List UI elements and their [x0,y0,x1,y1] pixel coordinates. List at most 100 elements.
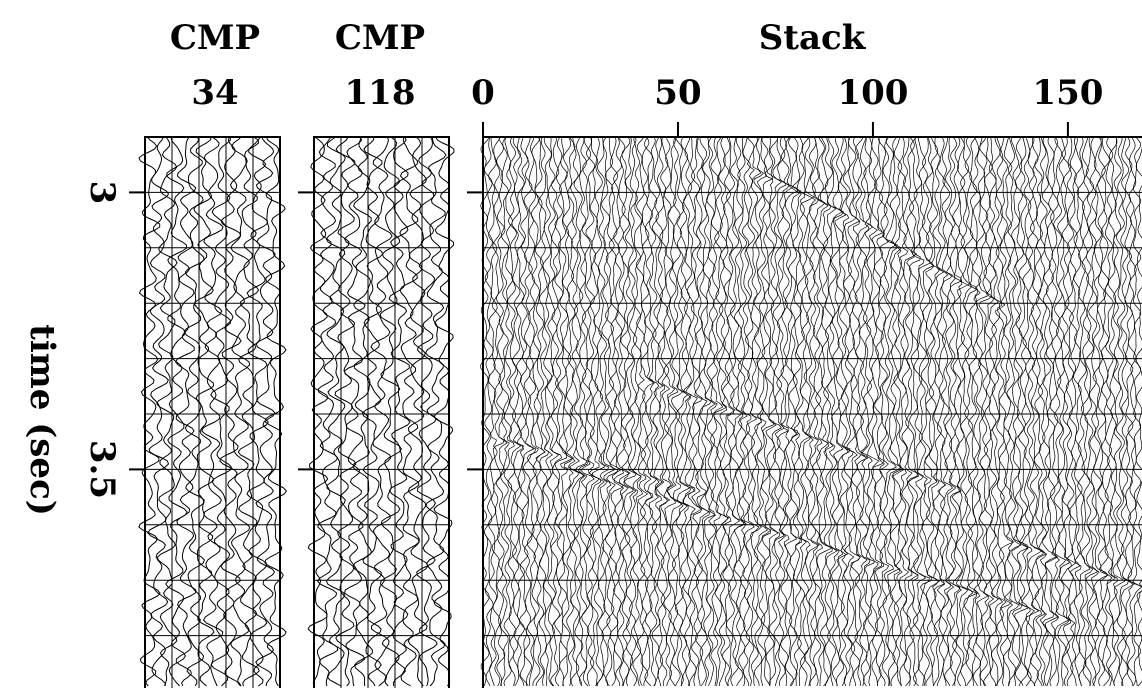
trace-wiggle [407,136,429,687]
trace-wiggle [604,137,622,687]
trace-wiggle [983,137,995,687]
trace-wiggle [361,136,384,687]
trace-wiggle [325,136,346,687]
trace-wiggle [710,136,724,687]
trace-wiggle [639,136,654,687]
trace-wiggle [550,136,562,687]
trace-wiggle [892,136,904,687]
trace-wiggle [516,136,525,687]
trace-wiggle [1006,136,1022,686]
trace-wiggle [1096,137,1109,687]
trace-wiggle [919,136,934,687]
trace-wiggle [905,136,919,687]
trace-wiggle [784,136,799,687]
trace-wiggle [538,136,550,687]
trace-wiggle [1112,136,1126,687]
panel-frame [482,136,1142,688]
trace-wiggle [718,136,729,687]
trace-wiggle [966,136,979,687]
trace-wiggle [388,136,411,687]
trace-wiggle [858,136,874,687]
trace-wiggle [616,136,631,687]
traces [138,136,1142,687]
trace-wiggle [823,136,838,687]
trace-wiggle [588,136,602,687]
trace-wiggle [352,136,373,687]
trace-wiggle [760,136,775,687]
trace-wiggle [628,136,642,687]
trace-wiggle [796,136,811,687]
trace-wiggle [1107,136,1118,687]
x-tick-label: 50 [654,73,701,113]
trace-wiggle [530,136,546,687]
trace-wiggle [721,136,736,687]
trace-wiggle [827,136,843,687]
trace-wiggle [808,136,819,687]
panel-title: CMP [170,18,260,58]
trace-wiggle [842,136,857,687]
trace-wiggle [580,136,595,687]
trace-wiggle [644,136,658,687]
trace-wiggle [526,136,539,687]
trace-wiggle [1030,136,1044,687]
trace-wiggle [1025,136,1043,687]
trace-wiggle [237,136,260,687]
trace-wiggle [803,136,821,687]
panel-title: CMP [335,18,425,58]
trace-wiggle [924,136,941,687]
trace-wiggle [1021,136,1035,687]
trace-wiggle [1045,136,1059,687]
trace-wiggle [495,136,508,687]
trace-wiggle [791,136,803,686]
trace-wiggle [940,136,954,686]
trace-wiggle [1120,136,1136,687]
trace-wiggle [878,136,890,687]
trace-wiggle [889,136,903,687]
y-axis-label: time (sec) [22,324,62,516]
trace-wiggle [737,136,748,687]
trace-wiggle [613,136,625,687]
trace-wiggle [768,136,783,687]
trace-wiggle [600,136,615,687]
trace-wiggle [608,136,624,687]
trace-wiggle [780,136,793,687]
trace-wiggle [565,136,580,687]
trace-wiggle [523,136,537,687]
trace-wiggle [733,136,747,687]
trace-wiggle [632,136,643,687]
trace-wiggle [741,136,755,687]
trace-wiggle [682,136,696,687]
trace-wiggle [963,136,979,687]
trace-wiggle [1065,136,1076,687]
trace-wiggle [651,136,664,687]
trace-wiggle [1049,136,1060,687]
trace-wiggle [690,136,703,687]
trace-wiggle [569,136,585,687]
trace-wiggle [1068,136,1081,687]
trace-wiggle [518,136,534,687]
trace-wiggle [674,136,691,687]
trace-wiggle [561,136,574,687]
trace-wiggle [156,136,178,687]
trace-wiggle [998,136,1015,687]
trace-wiggle [834,136,851,687]
trace-wiggle [978,136,993,687]
trace-wiggle [928,136,941,687]
trace-wiggle [183,136,205,687]
y-tick-label: 3.5 [82,440,122,499]
trace-wiggle [483,136,494,687]
trace-wiggle [912,136,927,687]
trace-wiggle [554,136,568,687]
trace-wiggle [487,136,498,687]
trace-wiggle [255,136,276,687]
trace-wiggle [500,136,510,687]
trace-wiggle [819,136,833,687]
trace-wiggle [573,136,588,687]
trace-wiggle [585,136,600,687]
trace-wiggle [713,136,730,687]
trace-wiggle [655,136,671,687]
trace-wiggle [1076,136,1091,687]
y-tick-label: 3 [82,181,122,205]
trace-wiggle [756,136,772,687]
trace-wiggle [916,136,932,687]
